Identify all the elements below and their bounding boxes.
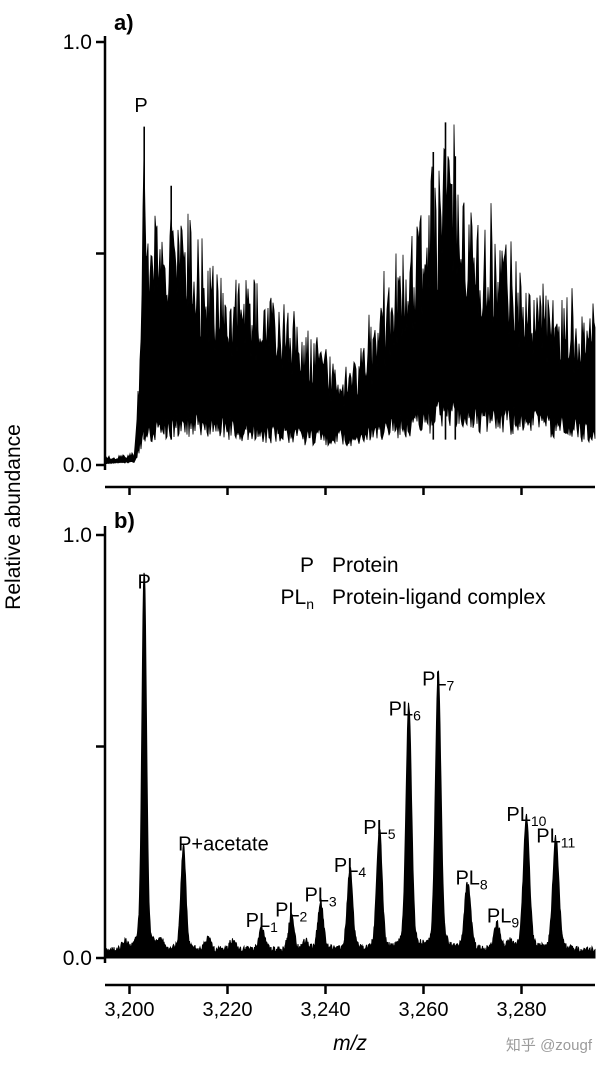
spectrum-a-peak-spikes	[143, 122, 457, 440]
peak-label: PL8	[455, 868, 487, 893]
peak-label: PL11	[536, 825, 575, 850]
peak-label: PL5	[363, 817, 395, 842]
peak-label: PL9	[487, 906, 519, 931]
legend-symbol-pln-sub: n	[306, 596, 314, 612]
peak-label: PL1	[246, 910, 278, 935]
panel-b-ticks	[96, 533, 523, 994]
xtick-label: 3,200	[104, 999, 154, 1021]
panel-a: a) 1.0 0.0 P	[63, 10, 596, 495]
xtick-label: 3,260	[398, 999, 448, 1021]
watermark: 知乎 @zougf	[506, 1037, 593, 1054]
xtick-label: 3,240	[300, 999, 350, 1021]
peak-label: PL4	[334, 855, 366, 880]
x-axis-title: m/z	[333, 1032, 367, 1055]
spectrum-a-trace	[104, 124, 596, 465]
peak-label: PL6	[389, 698, 421, 723]
panel-a-letter: a)	[114, 10, 134, 35]
spectrum-b-trace	[104, 572, 596, 959]
peak-label: PL10	[506, 804, 546, 829]
legend-symbol-pln: PLn	[281, 586, 314, 612]
panel-b-xtick-labels: 3,200 3,220 3,240 3,260 3,280	[104, 999, 546, 1021]
legend-text-complex: Protein-ligand complex	[332, 586, 546, 609]
panel-b-ytick-label-max: 1.0	[63, 524, 92, 547]
legend-text-protein: Protein	[332, 554, 399, 577]
panel-a-ytick-label-min: 0.0	[63, 454, 92, 477]
legend-symbol-p: P	[300, 554, 314, 577]
panel-b-ytick-label-min: 0.0	[63, 947, 92, 970]
panel-a-ticks	[96, 40, 523, 495]
xtick-label: 3,220	[202, 999, 252, 1021]
peak-label: PL3	[304, 885, 336, 910]
xtick-label: 3,280	[496, 999, 546, 1021]
peak-label: P	[138, 572, 151, 594]
legend-symbol-pln-main: PL	[281, 586, 307, 609]
panel-b: PP+acetatePL1PL2PL3PL4PL5PL6PL7PL8PL9PL1…	[63, 508, 596, 1021]
y-axis-title: Relative abundance	[2, 424, 25, 610]
panel-a-protein-peak-label: P	[134, 95, 147, 117]
peak-label: PL7	[422, 669, 454, 694]
panel-b-letter: b)	[114, 508, 135, 533]
panel-a-ytick-label-max: 1.0	[63, 31, 92, 54]
peak-label: PL2	[275, 899, 307, 924]
peak-label: P+acetate	[178, 834, 269, 856]
